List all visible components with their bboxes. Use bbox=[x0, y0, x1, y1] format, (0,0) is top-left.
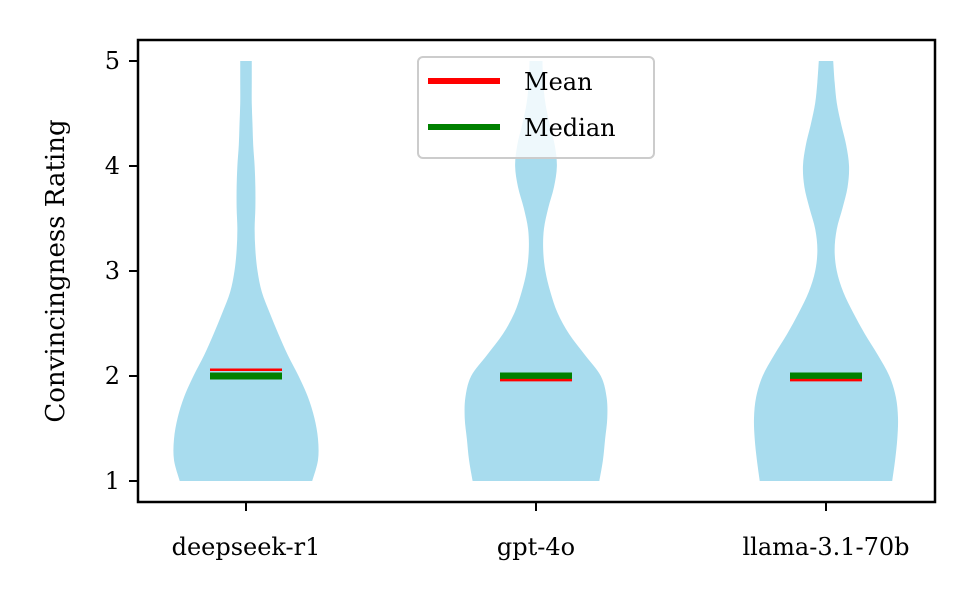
legend-median-label: Median bbox=[524, 114, 616, 142]
y-tick-label: 2 bbox=[105, 362, 120, 390]
x-axis: deepseek-r1 gpt-4o llama-3.1-70b bbox=[172, 502, 910, 561]
violin-deepseek-r1 bbox=[173, 61, 319, 481]
violin-llama-3.1-70b bbox=[753, 61, 899, 481]
y-tick-label: 3 bbox=[105, 257, 120, 285]
legend-mean-label: Mean bbox=[524, 68, 593, 96]
y-tick-label: 5 bbox=[105, 47, 120, 75]
y-axis: 1 2 3 4 5 bbox=[105, 47, 138, 495]
x-tick-label-gpt-4o: gpt-4o bbox=[497, 533, 575, 561]
y-axis-title: Convincingness Rating bbox=[41, 119, 71, 422]
y-tick-label: 1 bbox=[105, 467, 120, 495]
x-tick-label-llama-3.1-70b: llama-3.1-70b bbox=[742, 533, 909, 561]
stat-lines-group bbox=[210, 368, 862, 382]
y-tick-label: 4 bbox=[105, 152, 120, 180]
legend: Mean Median bbox=[417, 56, 655, 159]
x-tick-label-deepseek-r1: deepseek-r1 bbox=[172, 533, 321, 561]
